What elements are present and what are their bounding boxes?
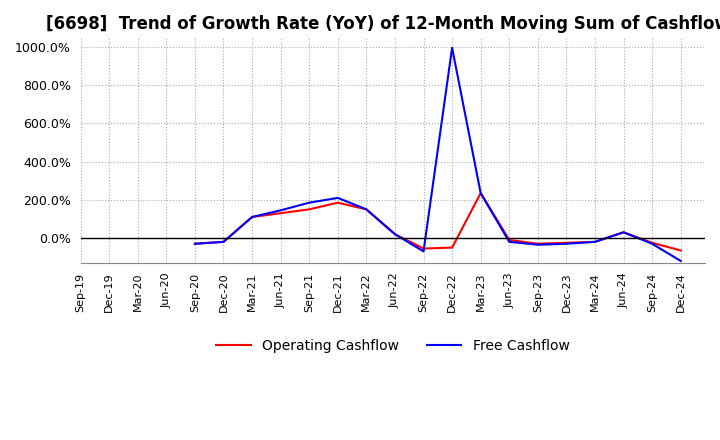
Free Cashflow bbox=[219, 239, 228, 245]
Free Cashflow bbox=[419, 249, 428, 254]
Free Cashflow bbox=[505, 239, 513, 245]
Operating Cashflow bbox=[419, 246, 428, 251]
Free Cashflow bbox=[248, 214, 256, 220]
Operating Cashflow bbox=[505, 237, 513, 242]
Free Cashflow bbox=[333, 195, 342, 201]
Operating Cashflow bbox=[477, 191, 485, 196]
Operating Cashflow bbox=[619, 230, 628, 235]
Operating Cashflow bbox=[562, 240, 571, 246]
Operating Cashflow bbox=[248, 214, 256, 220]
Line: Operating Cashflow: Operating Cashflow bbox=[195, 193, 680, 250]
Operating Cashflow bbox=[391, 231, 400, 237]
Title: [6698]  Trend of Growth Rate (YoY) of 12-Month Moving Sum of Cashflows: [6698] Trend of Growth Rate (YoY) of 12-… bbox=[46, 15, 720, 33]
Free Cashflow bbox=[562, 241, 571, 246]
Operating Cashflow bbox=[305, 207, 313, 212]
Free Cashflow bbox=[619, 230, 628, 235]
Operating Cashflow bbox=[333, 200, 342, 205]
Operating Cashflow bbox=[276, 211, 285, 216]
Operating Cashflow bbox=[534, 241, 542, 246]
Operating Cashflow bbox=[362, 207, 371, 212]
Legend: Operating Cashflow, Free Cashflow: Operating Cashflow, Free Cashflow bbox=[210, 333, 575, 358]
Free Cashflow bbox=[362, 207, 371, 212]
Free Cashflow bbox=[534, 242, 542, 247]
Operating Cashflow bbox=[448, 245, 456, 250]
Free Cashflow bbox=[648, 241, 657, 246]
Free Cashflow bbox=[305, 200, 313, 205]
Operating Cashflow bbox=[590, 239, 599, 245]
Free Cashflow bbox=[676, 258, 685, 264]
Free Cashflow bbox=[477, 191, 485, 196]
Free Cashflow bbox=[276, 208, 285, 213]
Operating Cashflow bbox=[191, 241, 199, 246]
Operating Cashflow bbox=[219, 239, 228, 245]
Free Cashflow bbox=[590, 239, 599, 245]
Line: Free Cashflow: Free Cashflow bbox=[195, 48, 680, 261]
Free Cashflow bbox=[448, 45, 456, 51]
Free Cashflow bbox=[391, 231, 400, 237]
Operating Cashflow bbox=[648, 240, 657, 246]
Operating Cashflow bbox=[676, 248, 685, 253]
Free Cashflow bbox=[191, 241, 199, 246]
